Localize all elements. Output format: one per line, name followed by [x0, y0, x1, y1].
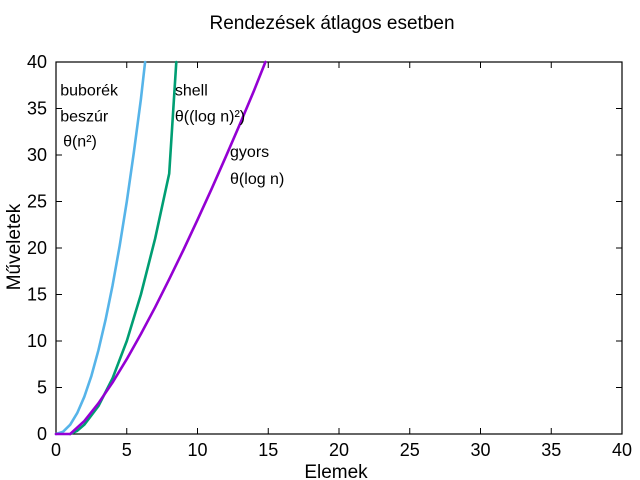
annotations: buborék beszúr θ(n²) shell θ((log n)²) gyors θ… [60, 82, 284, 187]
annotation-label: buborék [60, 82, 119, 99]
annotation-label: θ(log n) [230, 171, 284, 188]
y-tick-label: 25 [27, 192, 47, 212]
annotation-label: θ((log n)²) [175, 109, 245, 126]
x-tick-label: 10 [187, 440, 207, 460]
x-tick-label: 40 [612, 440, 632, 460]
series-line-2 [54, 60, 267, 436]
y-tick-label: 5 [37, 378, 47, 398]
series-line-0 [54, 60, 147, 436]
y-tick-label: 35 [27, 99, 47, 119]
annotation-label: shell [175, 82, 208, 99]
x-tick-label: 20 [329, 440, 349, 460]
series-lines [54, 60, 267, 436]
x-tick-label: 30 [470, 440, 490, 460]
y-tick-label: 15 [27, 285, 47, 305]
plot-frame [55, 61, 623, 435]
y-tick-label: 40 [27, 52, 47, 72]
annotation-label: beszúr [60, 109, 109, 126]
y-axis-label: Műveletek [4, 203, 25, 290]
annotation-label: gyors [230, 144, 269, 161]
x-tick-label: 25 [400, 440, 420, 460]
y-tick-label: 30 [27, 145, 47, 165]
x-axis-label: Elemek [304, 462, 368, 480]
series-line-1 [68, 60, 178, 436]
axis-ticks: 0 5 10 15 20 25 30 35 40 0 5 10 15 20 25 30 35 40 [27, 52, 632, 460]
x-tick-label: 15 [258, 440, 278, 460]
x-tick-label: 35 [541, 440, 561, 460]
y-tick-label: 20 [27, 238, 47, 258]
annotation-label: θ(n²) [63, 134, 97, 151]
x-tick-label: 0 [51, 440, 61, 460]
chart-title: Rendezések átlagos esetben [209, 13, 454, 34]
x-tick-label: 5 [122, 440, 132, 460]
y-tick-label: 0 [37, 424, 47, 444]
y-tick-label: 10 [27, 331, 47, 351]
